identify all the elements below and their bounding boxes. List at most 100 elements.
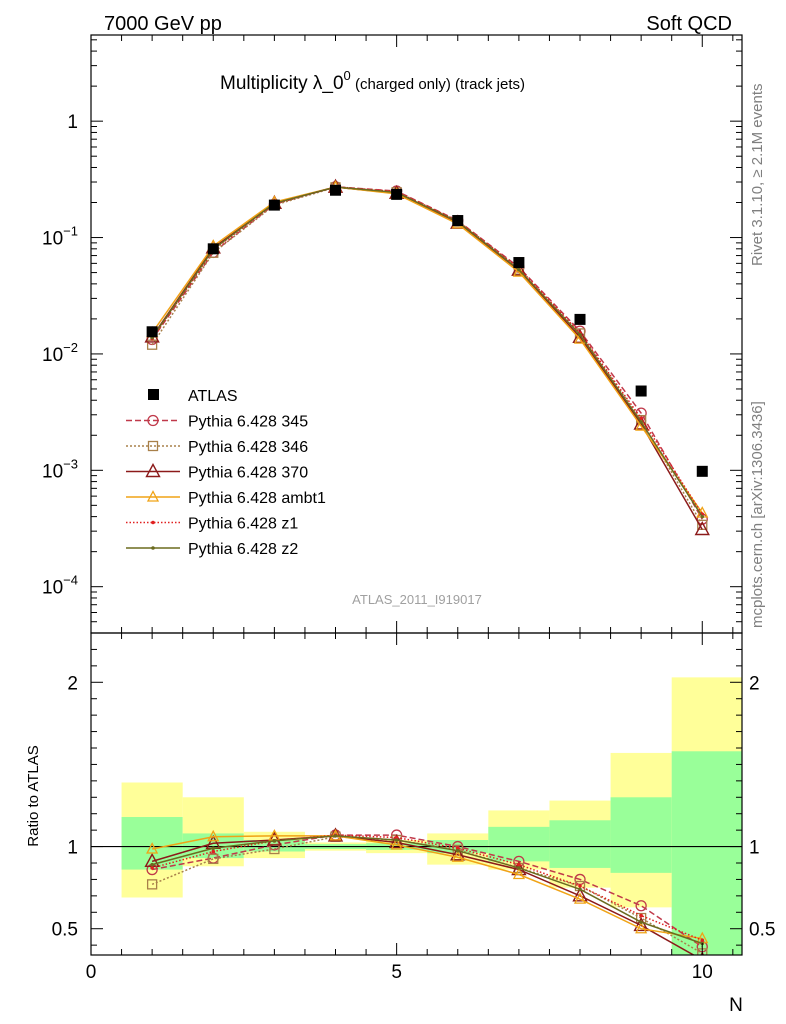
data-point: [513, 257, 525, 269]
ratio-point: [700, 938, 705, 943]
series-line: [151, 186, 703, 518]
legend-marker: [147, 414, 159, 427]
ratio-point: [512, 867, 525, 880]
ratio-line: [151, 834, 703, 948]
y-tick-label: 10−3: [42, 456, 78, 482]
ratio-series: [144, 827, 709, 955]
ratio-point: [639, 913, 643, 918]
y-tick-label: 10−1: [42, 224, 78, 250]
analysis-watermark: ATLAS_2011_I919017: [352, 592, 482, 607]
data-point: [268, 199, 280, 211]
legend-marker: [151, 546, 155, 550]
x-tick-label: 10: [692, 962, 713, 983]
ratio-point: [211, 849, 216, 854]
ratio-panel: 0.5 0.5 1 1 2 2 0 5 10: [52, 632, 775, 983]
ratio-point: [578, 884, 582, 888]
ratio-line: [151, 835, 703, 945]
y-tick-base: 10: [42, 345, 63, 366]
band-green: [549, 820, 611, 868]
ratio-point: [573, 892, 587, 904]
series-line: [151, 186, 703, 514]
series-point: [639, 416, 643, 421]
legend-label: Pythia 6.428 370: [188, 465, 308, 482]
chart-title-sup: 0: [344, 68, 351, 83]
ratio-point: [388, 833, 405, 849]
side-text-bottom: mcplots.cern.ch [arXiv:1306.3436]: [749, 401, 766, 628]
ratio-y-tick-label: 2: [67, 673, 78, 694]
y-tick-exponent: −4: [63, 573, 78, 588]
data-point: [391, 188, 403, 200]
ratio-line: [151, 835, 703, 940]
ratio-point: [208, 853, 219, 865]
ratio-y-tick-label-right: 1: [749, 838, 760, 859]
band-green: [243, 840, 305, 852]
header-left: 7000 GeV pp: [104, 13, 222, 35]
ratio-point: [455, 848, 460, 853]
ratio-ylabel: Ratio to ATLAS: [25, 745, 42, 846]
ratio-point: [394, 835, 399, 840]
series-point: [694, 521, 710, 536]
series-point: [700, 514, 705, 519]
atlas-data: [146, 184, 708, 477]
chart-title-main: Multiplicity λ_0: [220, 73, 344, 94]
ratio-point: [146, 842, 159, 854]
ratio-point: [150, 862, 154, 867]
legend-label: ATLAS: [188, 388, 238, 405]
legend-marker: [147, 440, 159, 452]
chart-title-rest: (charged only) (track jets): [351, 76, 525, 93]
ratio-point: [572, 887, 588, 902]
ratio-y-tick-label: 0.5: [52, 920, 78, 941]
legend-item-1: Pythia 6.428 346: [126, 439, 308, 456]
legend-label: Pythia 6.428 z2: [188, 541, 298, 558]
ratio-point: [266, 831, 283, 846]
ratio-point: [455, 846, 460, 851]
ratio-line: [151, 835, 696, 955]
ratio-point: [517, 862, 521, 867]
series-point: [639, 420, 643, 424]
band-green: [671, 751, 742, 955]
ratio-point: [578, 887, 582, 892]
legend-marker: [145, 463, 161, 478]
ratio-y-tick-label: 1: [67, 838, 78, 859]
ratio-point: [635, 900, 647, 912]
data-point: [574, 313, 586, 325]
ratio-y-tick-label-right: 0.5: [749, 920, 775, 941]
data-point: [635, 385, 647, 397]
ratio-point: [146, 879, 158, 890]
series-point: [517, 267, 521, 272]
data-point: [330, 184, 342, 196]
ratio-point: [394, 838, 399, 842]
legend-marker: [148, 389, 159, 400]
legend-marker: [151, 520, 155, 525]
legend-label: Pythia 6.428 ambt1: [188, 490, 326, 507]
ratio-point: [639, 920, 643, 924]
legend-item-4: Pythia 6.428 z1: [126, 516, 298, 533]
y-tick-exponent: −1: [63, 224, 78, 239]
main-panel: 110−110−210−310−4: [42, 34, 743, 634]
ratio-frame: [90, 632, 743, 956]
ratio-series-5: [150, 834, 705, 946]
x-axis-label: N: [729, 995, 743, 1016]
series-point: [578, 332, 582, 337]
y-tick-label: 10−2: [42, 340, 78, 366]
ratio-series-4: [150, 833, 705, 943]
ratio-point: [211, 846, 216, 851]
ratio-point: [333, 834, 338, 838]
ratio-point: [517, 866, 521, 870]
x-tick-label: 0: [86, 962, 97, 983]
ratio-line: [151, 835, 703, 955]
legend-item-3: Pythia 6.428 ambt1: [126, 490, 326, 507]
y-tick-label: 1: [67, 112, 78, 133]
y-tick-exponent: −3: [63, 456, 78, 471]
ratio-point: [272, 839, 277, 843]
ratio-point: [150, 866, 154, 870]
data-point: [452, 215, 464, 227]
uncertainty-bands: [121, 677, 742, 955]
y-tick-base: 10: [42, 578, 63, 599]
chart-title: Multiplicity λ_00 (charged only) (track …: [220, 68, 525, 94]
ratio-point: [450, 846, 466, 861]
band-green: [610, 797, 672, 873]
legend-label: Pythia 6.428 345: [188, 414, 308, 431]
y-tick-base: 10: [42, 461, 63, 482]
